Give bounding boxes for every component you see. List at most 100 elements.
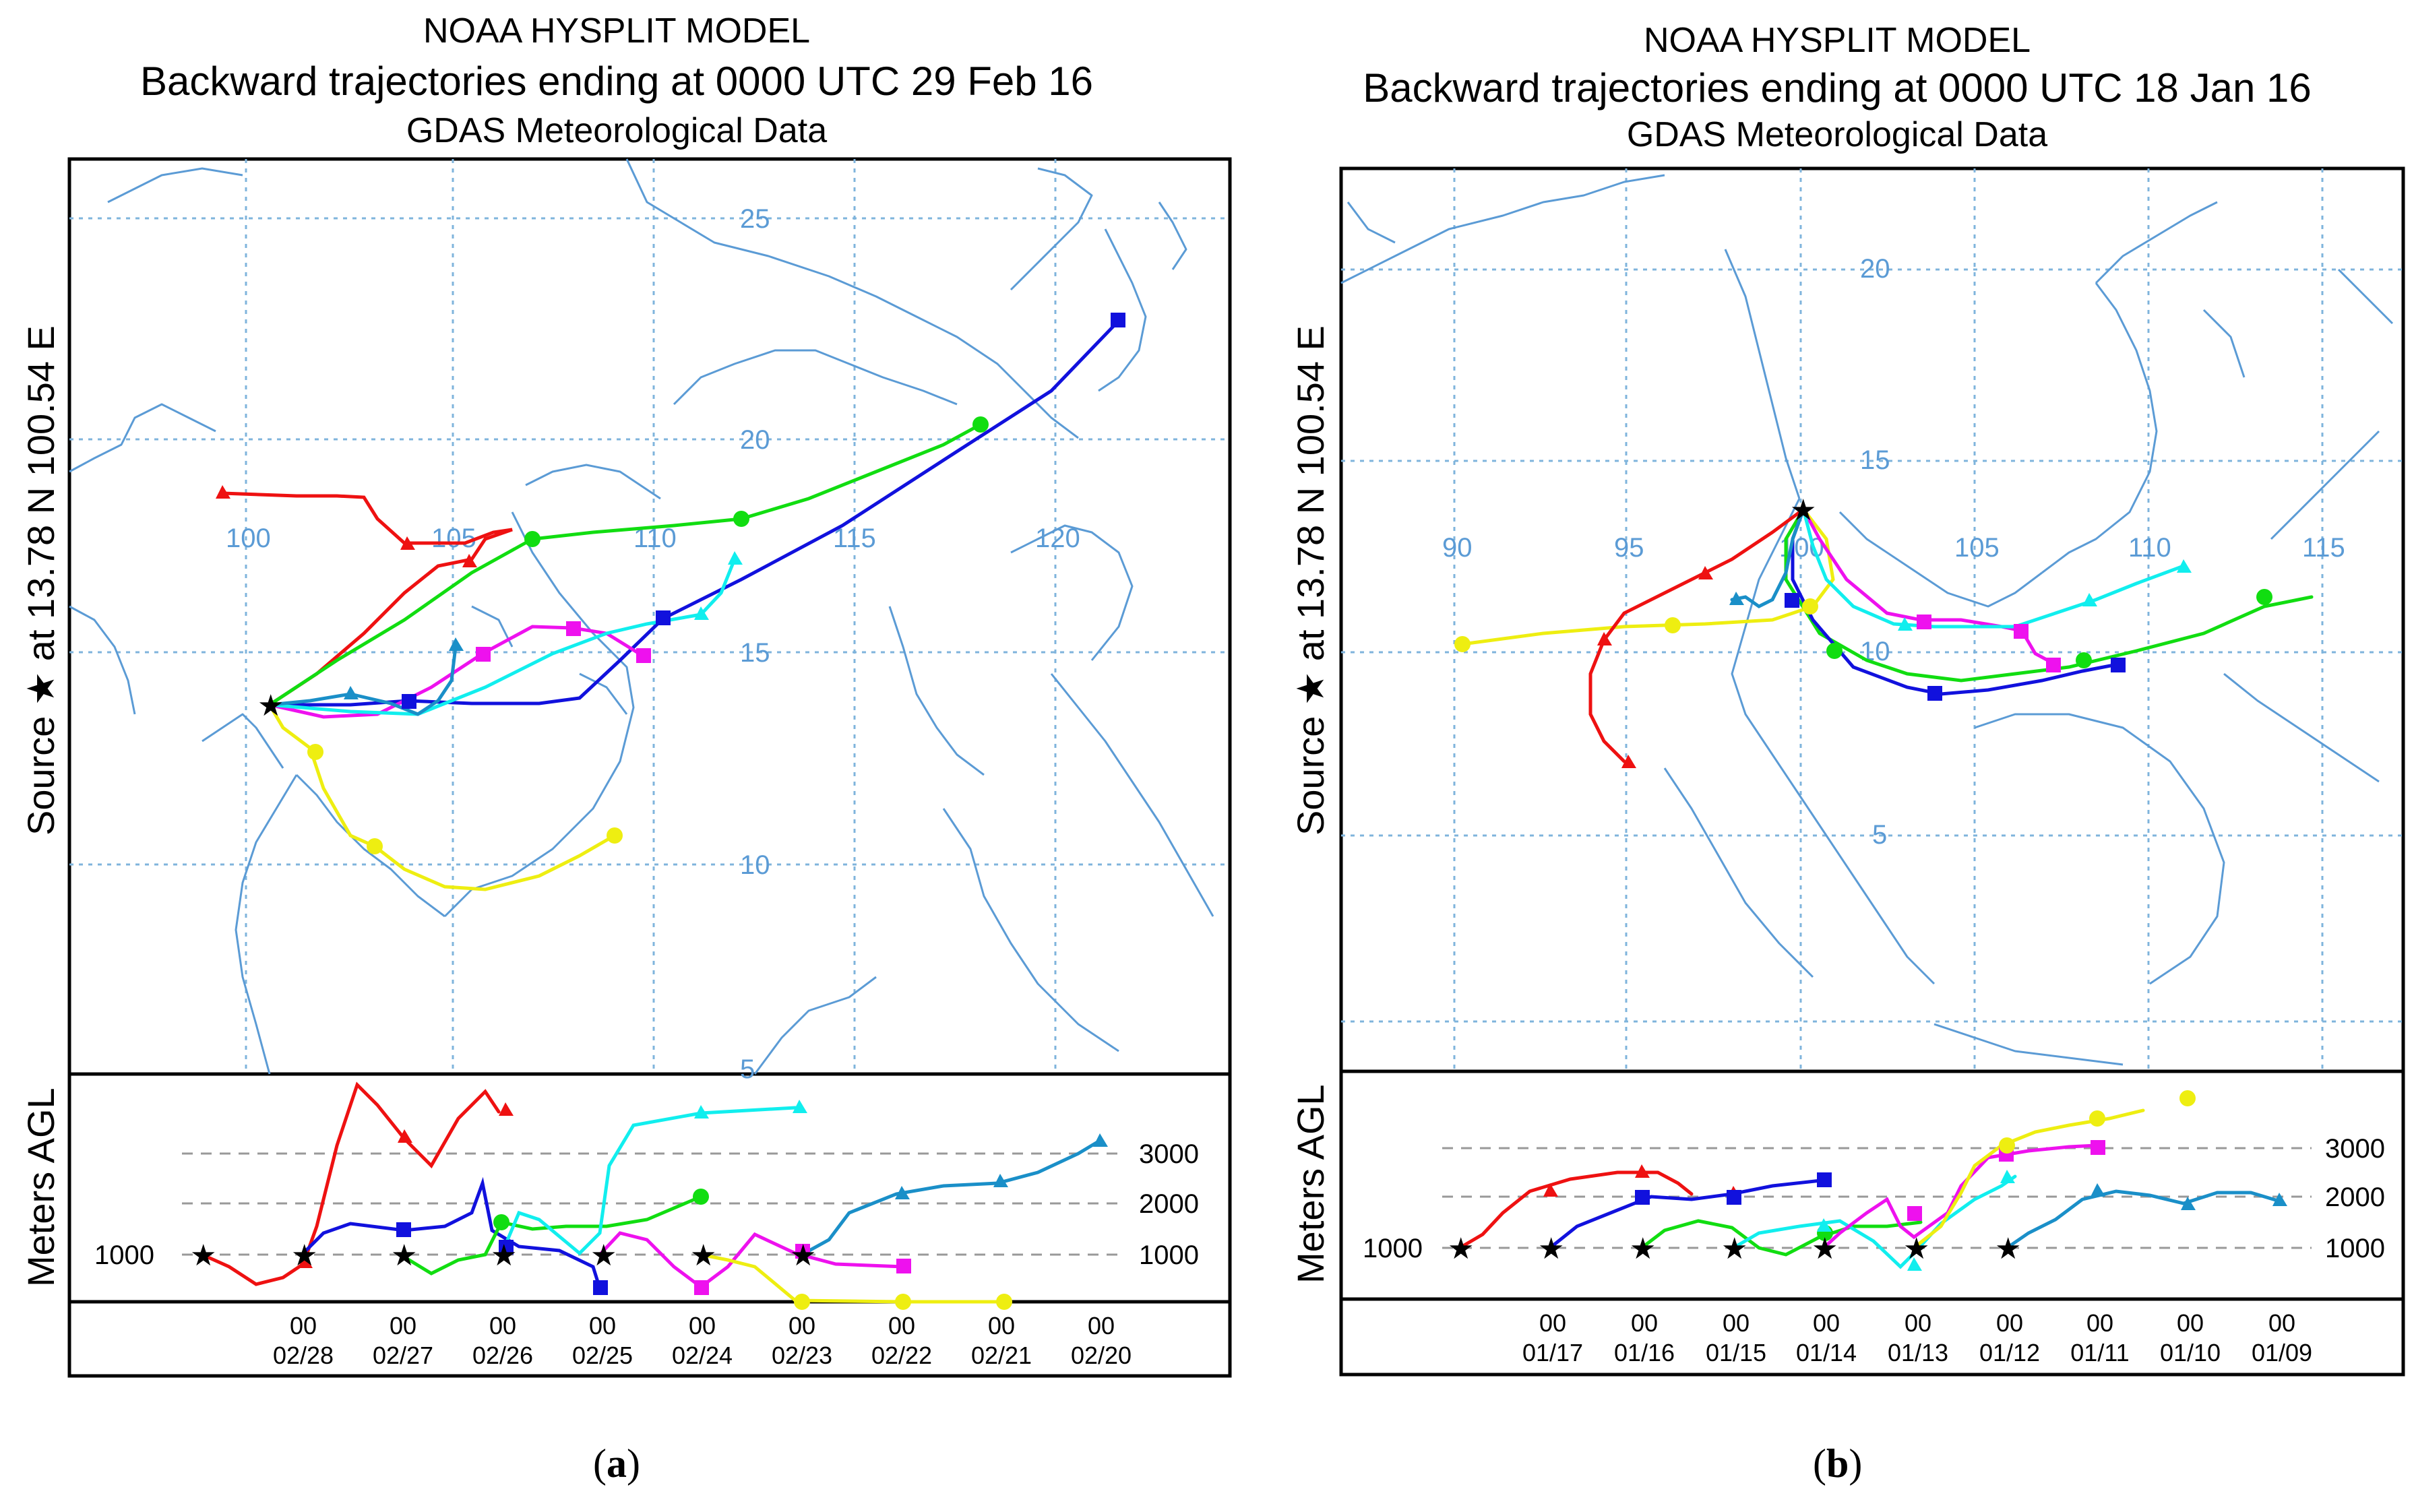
- marker-magenta: [896, 1259, 911, 1273]
- marker-red: [499, 1102, 514, 1116]
- marker-yellow: [1802, 598, 1818, 615]
- lon-label: 115: [2302, 533, 2345, 563]
- trajectory-red: [1588, 507, 1805, 763]
- marker-blue: [1111, 313, 1125, 327]
- source-star-icon: ★: [257, 689, 284, 722]
- height-tick: 2000: [1139, 1189, 1199, 1219]
- time-hour: 00: [1813, 1309, 1840, 1337]
- marker-yellow: [1454, 636, 1471, 652]
- lon-label: 90: [1442, 533, 1473, 563]
- marker-red: [462, 554, 477, 567]
- time-date: 02/24: [672, 1342, 733, 1369]
- marker-green: [2256, 589, 2272, 605]
- marker-cyan: [2082, 593, 2097, 606]
- time-date: 02/22: [871, 1342, 932, 1369]
- height-tick: 2000: [2325, 1183, 2385, 1212]
- height-tick-left: 1000: [94, 1240, 154, 1270]
- time-date: 01/13: [1888, 1339, 1948, 1366]
- marker-cyan: [1907, 1257, 1922, 1271]
- height-blue: [300, 1176, 602, 1290]
- marker-blue: [2111, 658, 2126, 672]
- marker-yellow: [2179, 1090, 2196, 1106]
- marker-cyan: [1817, 1218, 1832, 1232]
- height-magenta: [1822, 1143, 2098, 1250]
- height-magenta: [598, 1231, 905, 1290]
- height-blue: [1548, 1178, 1823, 1250]
- marker-teal: [895, 1186, 910, 1199]
- coastlines: [1340, 174, 2394, 1066]
- time-hour: 00: [988, 1312, 1015, 1340]
- time-hour: 00: [1539, 1309, 1566, 1337]
- time-hour: 00: [589, 1312, 616, 1340]
- marker-magenta: [1917, 615, 1931, 629]
- trajectory-teal: [1730, 507, 1805, 608]
- panel-b-caption: (b): [1813, 1441, 1863, 1486]
- marker-green: [2076, 652, 2092, 668]
- lat-label: 10: [740, 850, 770, 880]
- height-red: [1458, 1170, 1694, 1250]
- lat-label: 5: [740, 1054, 755, 1084]
- marker-teal: [2091, 1183, 2105, 1197]
- marker-blue: [656, 610, 671, 625]
- height-trajectories: [200, 1081, 1101, 1304]
- lon-label: 95: [1614, 533, 1644, 563]
- marker-blue: [1635, 1190, 1650, 1205]
- height-markers: ★ ★ ★ ★ ★ ★ ★: [190, 1100, 1108, 1310]
- source-star-icon: ★: [690, 1239, 716, 1272]
- panel-b-subtitle: Backward trajectories ending at 0000 UTC…: [1363, 65, 2312, 111]
- lat-labels: 25 20 15 10 5: [740, 204, 770, 1084]
- marker-blue: [396, 1222, 411, 1237]
- marker-teal: [993, 1174, 1008, 1187]
- time-hour: 00: [2177, 1309, 2204, 1337]
- source-star-icon: ★: [291, 1239, 317, 1272]
- height-cyan: [499, 1106, 797, 1257]
- height-yellow: [1912, 1108, 2145, 1250]
- marker-magenta: [2091, 1140, 2105, 1155]
- height-tick-left: 1000: [1363, 1234, 1423, 1263]
- source-star-icon: ★: [1812, 1232, 1838, 1265]
- marker-green: [524, 531, 540, 547]
- height-green: [1640, 1219, 1923, 1257]
- lat-lon-grid: [1341, 168, 2403, 1071]
- panel-a: NOAA HYSPLIT MODEL Backward trajectories…: [20, 11, 1232, 1486]
- marker-yellow: [1665, 617, 1681, 633]
- height-frame: [1339, 1069, 2405, 1301]
- source-star-icon: ★: [1995, 1232, 2021, 1265]
- time-hour: 00: [1905, 1309, 1931, 1337]
- time-hour: 00: [390, 1312, 416, 1340]
- panel-a-caption-letter: a: [606, 1441, 627, 1486]
- marker-blue: [1785, 593, 1799, 608]
- marker-magenta: [2046, 658, 2061, 672]
- trajectory-blue: [1791, 507, 2119, 696]
- lat-label: 15: [1860, 445, 1890, 475]
- map-trajectories: [1460, 507, 2314, 763]
- lon-labels: 100 105 110 115 120: [226, 524, 1080, 553]
- time-date: 01/11: [2070, 1339, 2129, 1366]
- marker-red: [398, 1129, 412, 1143]
- marker-yellow: [794, 1294, 810, 1310]
- marker-blue: [402, 694, 416, 709]
- source-star-icon: ★: [190, 1239, 216, 1272]
- marker-teal: [344, 686, 359, 699]
- time-frame: [1339, 1297, 2405, 1377]
- panel-a-subtitle: Backward trajectories ending at 0000 UTC…: [140, 59, 1094, 104]
- marker-blue: [1727, 1190, 1741, 1205]
- marker-yellow: [2089, 1110, 2105, 1127]
- height-gridlines: [182, 1152, 1119, 1256]
- trajectory-magenta: [1801, 507, 2055, 665]
- time-hour: 00: [2268, 1309, 2295, 1337]
- trajectory-red: [220, 491, 513, 707]
- time-date: 01/17: [1522, 1339, 1583, 1366]
- time-hour: 00: [1088, 1312, 1115, 1340]
- marker-red: [1698, 566, 1713, 579]
- marker-yellow: [607, 827, 623, 844]
- time-hour: 00: [689, 1312, 716, 1340]
- time-hour: 00: [788, 1312, 815, 1340]
- trajectory-cyan: [1801, 507, 2186, 629]
- panel-b: NOAA HYSPLIT MODEL Backward trajectories…: [1260, 0, 2414, 1512]
- map-markers: ★: [1454, 494, 2272, 768]
- marker-red: [1621, 755, 1636, 768]
- source-star-icon: ★: [1630, 1232, 1656, 1265]
- marker-magenta: [795, 1244, 810, 1259]
- marker-red: [216, 485, 230, 499]
